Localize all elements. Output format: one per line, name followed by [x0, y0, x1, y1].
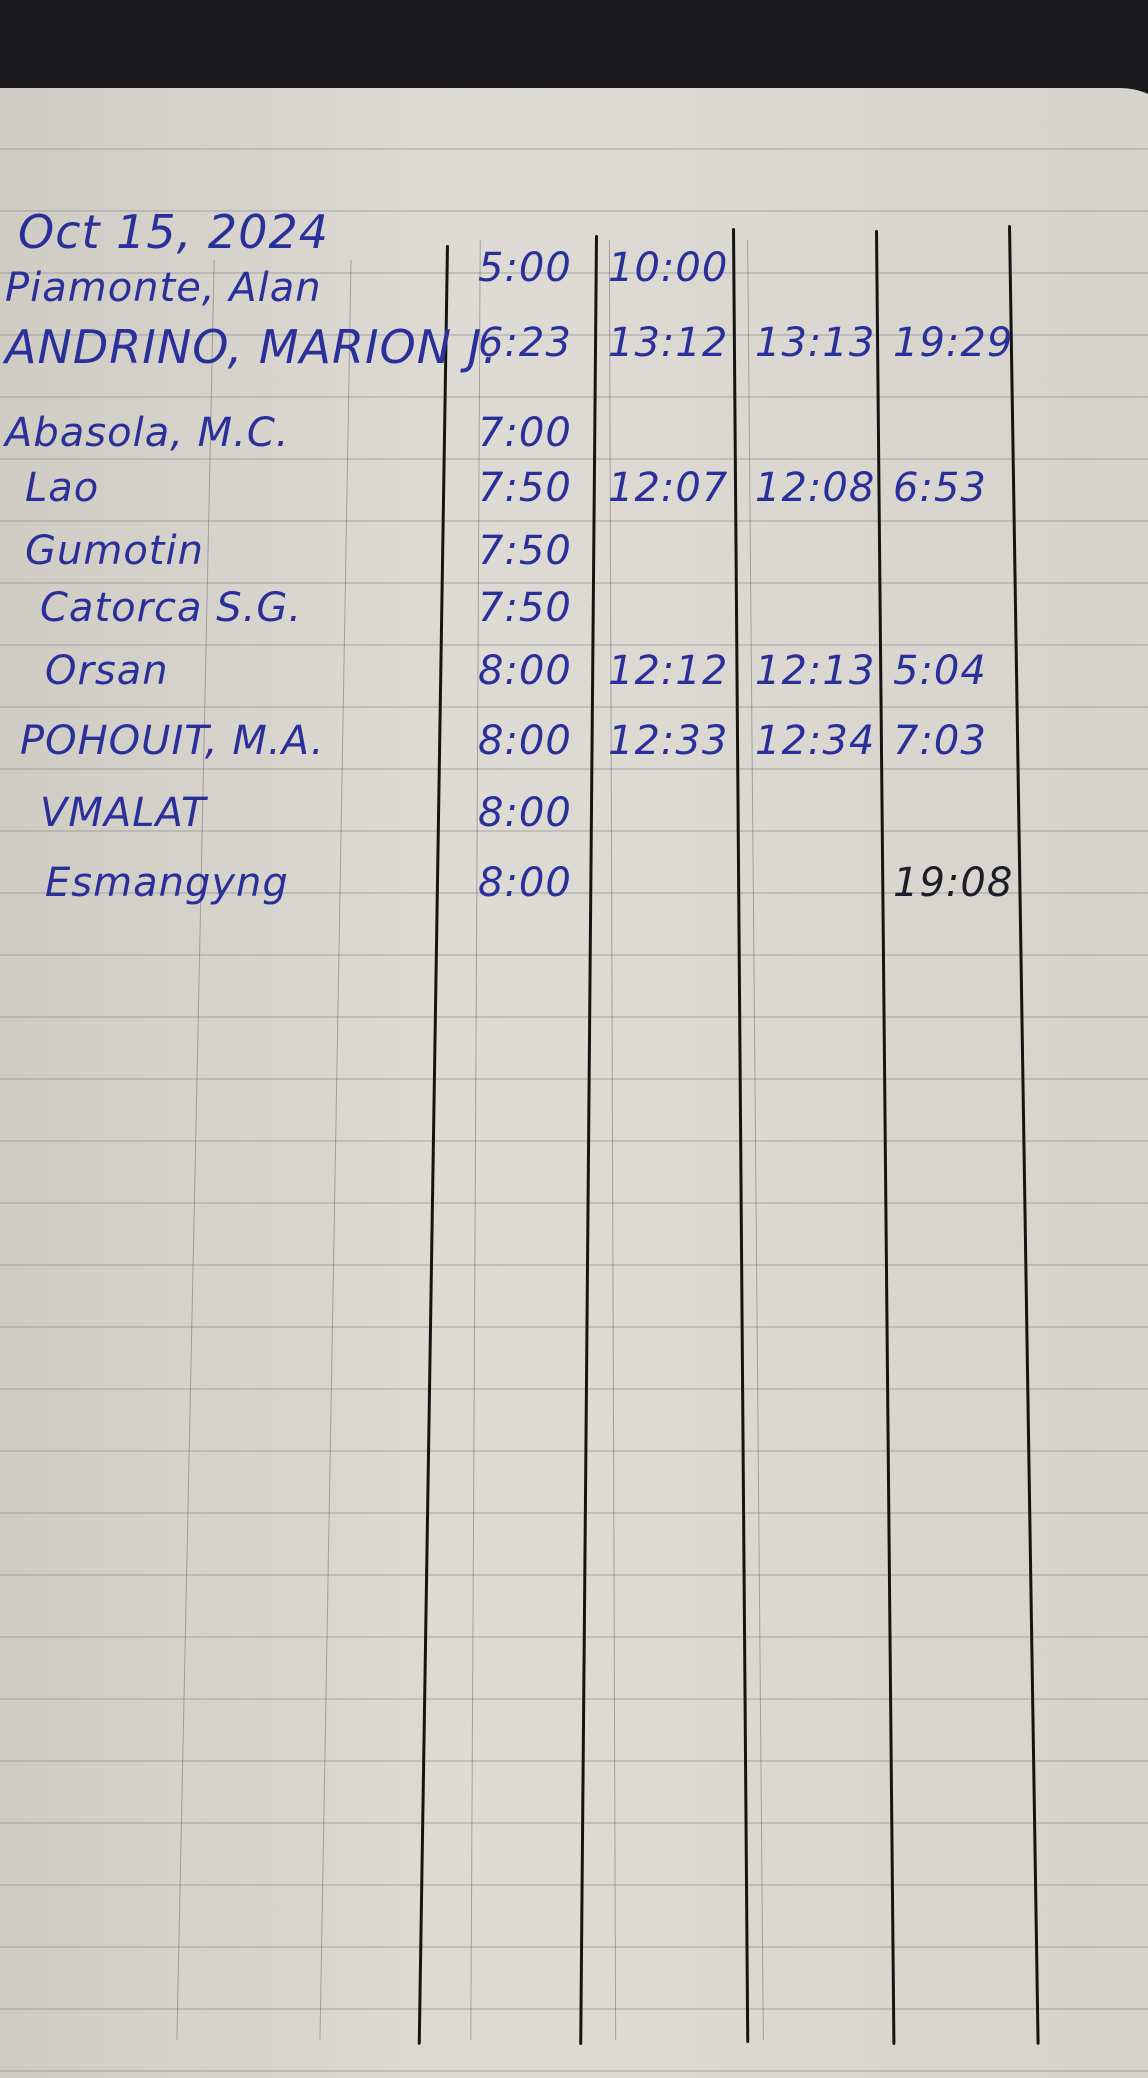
time-entry-t3: 12:34 [755, 718, 876, 764]
employee-name: Catorca S.G. [40, 585, 303, 631]
time-entry-t2: 12:07 [608, 465, 729, 511]
employee-name: Abasola, M.C. [5, 410, 290, 456]
time-entry-t4: 19:29 [893, 320, 1014, 366]
time-entry-t1: 8:00 [478, 790, 572, 836]
time-entry-t1: 8:00 [478, 648, 572, 694]
time-entry-t1: 7:50 [478, 528, 572, 574]
time-entry-t1: 7:00 [478, 410, 572, 456]
time-entry-t3: 13:13 [755, 320, 876, 366]
time-entry-t1: 8:00 [478, 718, 572, 764]
time-entry-t4: 6:53 [893, 465, 987, 511]
time-entry-t2: 12:12 [608, 648, 729, 694]
time-entry-t1: 6:23 [478, 320, 572, 366]
employee-name: Lao [25, 465, 100, 511]
time-entry-t2: 13:12 [608, 320, 729, 366]
time-entry-t3: 12:08 [755, 465, 876, 511]
log-date: Oct 15, 2024 [18, 205, 329, 259]
time-entry-t3: 12:13 [755, 648, 876, 694]
time-entry-t2: 10:00 [608, 245, 729, 291]
employee-name: POHOUIT, M.A. [20, 718, 325, 764]
time-entry-t4: 5:04 [893, 648, 987, 694]
employee-name: VMALAT [40, 790, 207, 836]
time-entry-t1: 8:00 [478, 860, 572, 906]
employee-name: Esmangyng [45, 860, 289, 906]
employee-name: ANDRINO, MARION J. [5, 320, 498, 374]
time-entry-t2: 12:33 [608, 718, 729, 764]
time-entry-t1: 7:50 [478, 465, 572, 511]
notebook-page [0, 88, 1148, 2078]
time-entry-t4: 7:03 [893, 718, 987, 764]
time-entry-t4: 19:08 [893, 860, 1014, 906]
time-entry-t1: 7:50 [478, 585, 572, 631]
employee-name: Gumotin [25, 528, 204, 574]
employee-name: Piamonte, Alan [5, 265, 322, 311]
employee-name: Orsan [45, 648, 169, 694]
time-entry-t1: 5:00 [478, 245, 572, 291]
